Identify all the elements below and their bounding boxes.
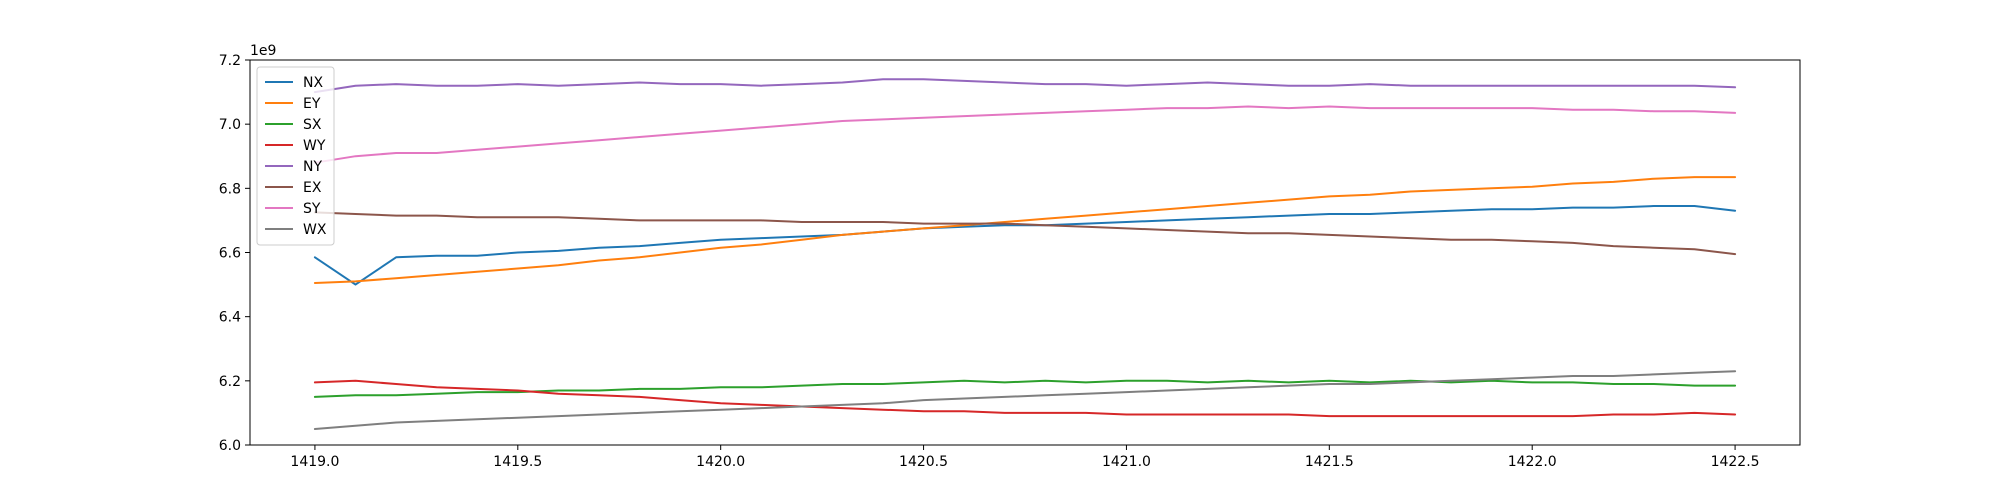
y-tick-label: 6.6 xyxy=(219,246,241,262)
plot-area-frame xyxy=(249,59,1801,446)
y-tick-label: 6.0 xyxy=(219,438,241,454)
y-tick-label: 6.8 xyxy=(219,181,241,197)
series-line-ey xyxy=(313,176,1737,284)
y-axis-offset-label: 1e9 xyxy=(250,43,276,59)
y-tick-label: 6.4 xyxy=(219,310,241,326)
series-layer xyxy=(313,78,1737,430)
legend-label-wy: WY xyxy=(303,138,326,154)
x-axis: 1419.0 1419.5 1420.0 1420.5 1421.0 1421.5 1422… xyxy=(290,445,1760,470)
x-tick-label: 1421.5 xyxy=(1305,454,1354,470)
legend-label-sx: SX xyxy=(303,117,322,133)
legend-label-wx: WX xyxy=(303,222,327,238)
x-tick-label: 1420.5 xyxy=(899,454,948,470)
series-line-wy xyxy=(313,379,1737,418)
y-axis: 6.0 6.2 6.4 6.6 6.8 7.0 7.2 xyxy=(219,53,250,454)
x-tick-label: 1420.0 xyxy=(696,454,745,470)
y-tick-label: 7.0 xyxy=(219,117,241,133)
legend-box xyxy=(256,66,335,246)
legend-label-nx: NX xyxy=(303,75,323,91)
legend-label-ex: EX xyxy=(303,180,322,196)
series-line-sx xyxy=(313,379,1737,398)
x-tick-label: 1422.0 xyxy=(1508,454,1557,470)
legend-label-ny: NY xyxy=(303,159,322,175)
series-line-ex xyxy=(313,211,1737,256)
legend-label-sy: SY xyxy=(303,201,321,217)
series-line-ny xyxy=(313,78,1737,94)
legend: NX EY SX WY NY EX SY WX xyxy=(256,66,335,246)
x-tick-label: 1421.0 xyxy=(1102,454,1151,470)
series-line-sy xyxy=(313,105,1737,164)
x-tick-label: 1422.5 xyxy=(1711,454,1760,470)
legend-label-ey: EY xyxy=(303,96,321,112)
y-tick-label: 6.2 xyxy=(219,374,241,390)
x-tick-label: 1419.5 xyxy=(493,454,542,470)
series-line-wx xyxy=(313,370,1737,430)
x-tick-label: 1419.0 xyxy=(290,454,339,470)
y-tick-label: 7.2 xyxy=(219,53,241,69)
